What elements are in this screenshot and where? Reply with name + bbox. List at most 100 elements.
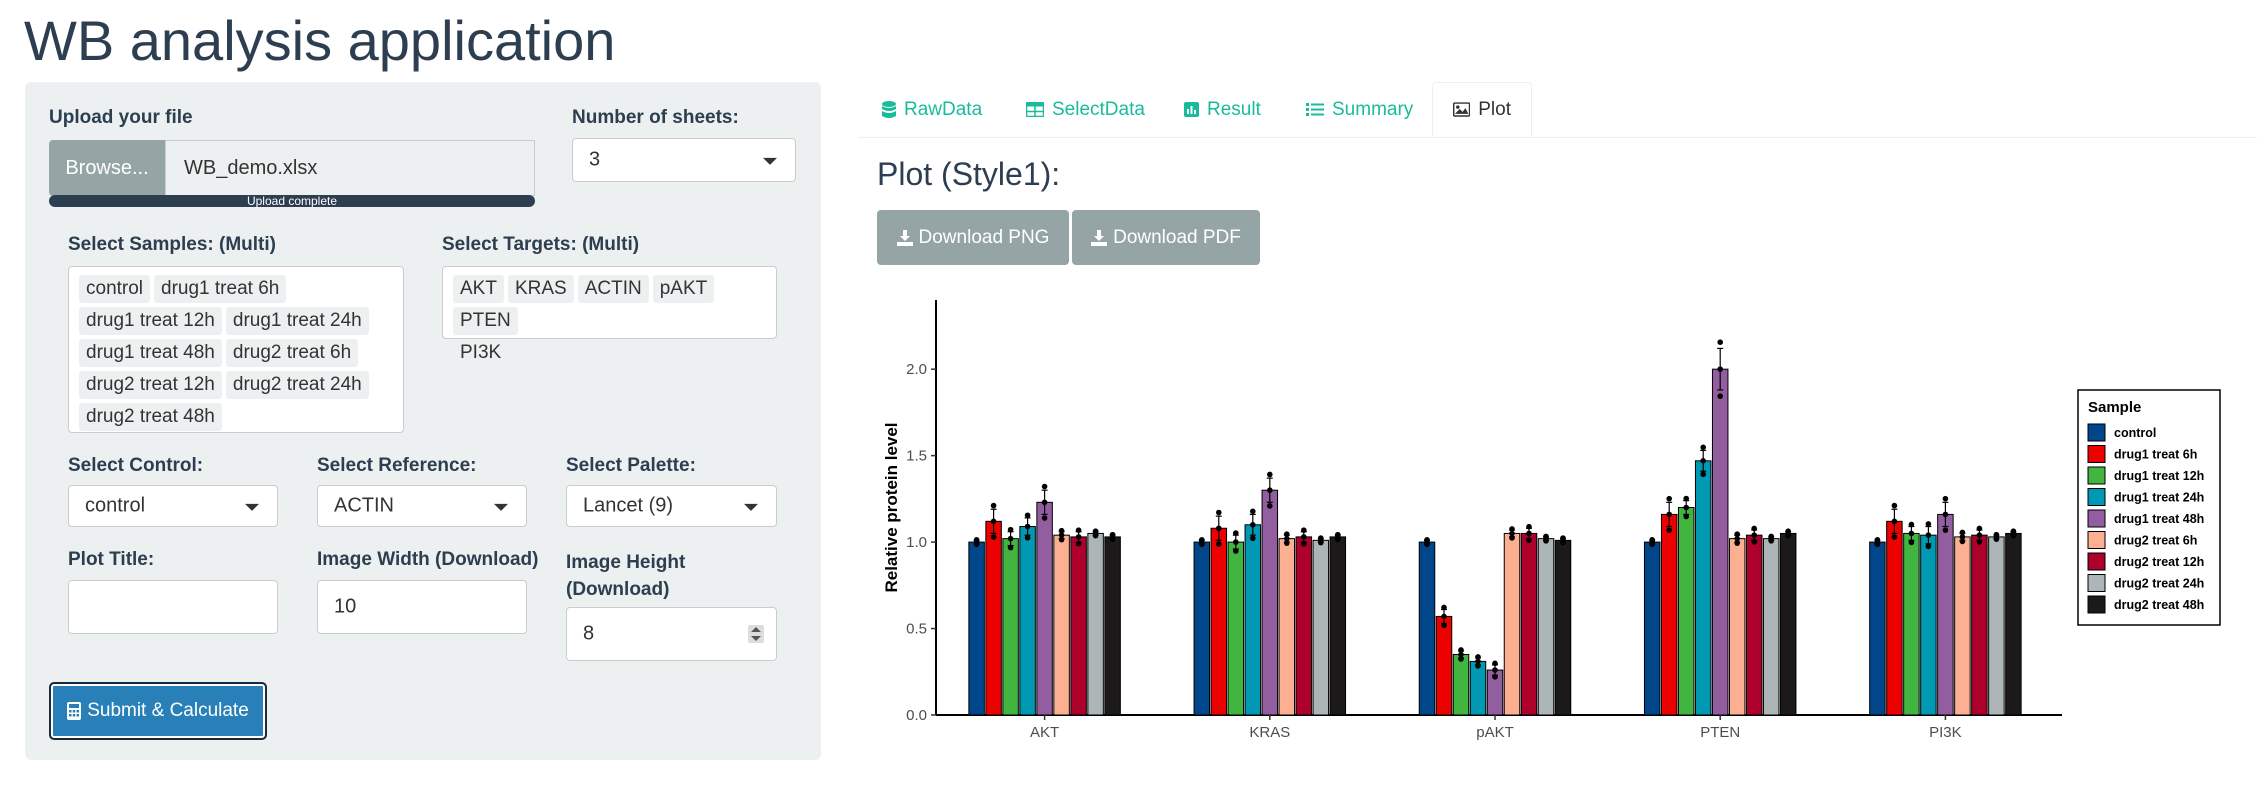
data-point: [1959, 534, 1966, 540]
data-point: [1216, 541, 1222, 547]
sample-tag[interactable]: drug2 treat 12h: [79, 371, 222, 399]
sample-tag[interactable]: control: [79, 275, 151, 303]
data-point: [1509, 530, 1515, 537]
data-point: [1666, 527, 1672, 533]
data-point: [1976, 539, 1983, 545]
bar: [1036, 501, 1053, 716]
tab-selectdata[interactable]: SelectData: [1026, 82, 1145, 137]
data-point: [1475, 654, 1481, 660]
data-point: [1284, 540, 1290, 546]
data-point: [1768, 538, 1774, 544]
download-pdf-button[interactable]: Download PDF: [1072, 210, 1260, 265]
targets-multiselect[interactable]: AKT KRAS ACTIN pAKT PTEN PI3K: [442, 266, 777, 367]
data-point: [2010, 532, 2017, 539]
tab-summary[interactable]: Summary: [1306, 82, 1413, 137]
data-point: [1700, 444, 1706, 451]
data-point: [1976, 525, 1983, 532]
sheets-select[interactable]: 3: [572, 138, 796, 182]
data-point: [1785, 532, 1791, 539]
sample-tag[interactable]: drug1 treat 48h: [79, 339, 222, 367]
data-point: [1424, 541, 1430, 548]
bar: [1660, 513, 1678, 716]
browse-button[interactable]: Browse...: [49, 140, 165, 196]
legend-label: drug2 treat 6h: [2114, 534, 2197, 548]
legend-swatch: [2087, 552, 2106, 571]
number-spinner-icon[interactable]: [748, 625, 764, 643]
plot-title-label: Plot Title:: [68, 549, 155, 570]
plot-title-input[interactable]: [68, 580, 278, 634]
data-point: [1908, 539, 1915, 546]
samples-multiselect[interactable]: control drug1 treat 6h drug1 treat 12h dru…: [68, 266, 404, 433]
target-tag[interactable]: AKT: [453, 275, 504, 303]
sample-tag[interactable]: drug2 treat 6h: [225, 339, 359, 367]
download-png-button[interactable]: Download PNG: [877, 210, 1069, 265]
submit-label: Submit & Calculate: [87, 700, 249, 721]
data-point: [990, 534, 997, 540]
tab-result[interactable]: Result: [1184, 82, 1261, 137]
bar: [1312, 539, 1330, 716]
bar: [1954, 536, 1971, 716]
image-width-input[interactable]: 10: [317, 580, 527, 634]
image-height-label-line2: (Download): [566, 579, 670, 600]
data-point: [1492, 673, 1498, 680]
bar: [1227, 541, 1245, 716]
data-point: [1250, 508, 1256, 515]
data-point: [1318, 539, 1324, 546]
download-icon: [1091, 229, 1108, 246]
control-value: control: [85, 494, 146, 517]
target-tag[interactable]: KRAS: [507, 275, 574, 303]
sample-tag[interactable]: drug1 treat 24h: [225, 307, 369, 335]
data-point: [1492, 660, 1498, 667]
target-tag[interactable]: pAKT: [652, 275, 715, 303]
bar: [1694, 460, 1712, 716]
reference-select[interactable]: ACTIN: [317, 485, 527, 527]
data-point: [1891, 518, 1898, 525]
bar: [1329, 536, 1347, 716]
sample-tag[interactable]: drug1 treat 12h: [79, 307, 222, 335]
control-select[interactable]: control: [68, 485, 278, 527]
tab-plot[interactable]: Plot: [1432, 82, 1532, 137]
legend-label: drug1 treat 6h: [2114, 448, 2197, 462]
sample-tag[interactable]: drug2 treat 24h: [225, 371, 369, 399]
tab-rawdata[interactable]: RawData: [882, 82, 982, 137]
filename-field[interactable]: WB_demo.xlsx: [165, 140, 535, 196]
target-tag[interactable]: PTEN: [453, 307, 518, 335]
bar: [1435, 615, 1453, 716]
control-label: Select Control:: [68, 455, 204, 476]
bar: [1019, 526, 1036, 716]
target-tag[interactable]: PI3K: [453, 339, 509, 367]
data-point: [1993, 536, 2000, 542]
sample-tag[interactable]: drug1 treat 6h: [154, 275, 287, 303]
bar: [1452, 653, 1470, 716]
bar: [1295, 536, 1313, 716]
data-point: [1751, 539, 1757, 545]
y-axis-label: Relative protein level: [882, 422, 901, 592]
data-point: [1942, 495, 1949, 502]
download-icon: [896, 229, 913, 246]
y-tick-label: 2.0: [906, 361, 927, 378]
target-tag[interactable]: ACTIN: [577, 275, 649, 303]
data-point: [1475, 658, 1481, 665]
data-point: [1942, 511, 1949, 518]
bar: [1210, 527, 1228, 716]
palette-select[interactable]: Lancet (9): [566, 485, 777, 527]
data-point: [1441, 613, 1447, 620]
data-point: [1700, 458, 1706, 464]
data-point: [1683, 495, 1689, 502]
data-point: [1925, 543, 1932, 550]
image-height-input[interactable]: 8: [566, 607, 777, 661]
legend-swatch: [2087, 466, 2106, 485]
bar: [1261, 489, 1279, 716]
bar: [1988, 536, 2005, 716]
image-height-value: 8: [583, 622, 595, 645]
table-icon: [1026, 102, 1044, 117]
legend-title: Sample: [2088, 399, 2141, 416]
data-point: [1649, 541, 1655, 548]
sample-tag[interactable]: drug2 treat 48h: [79, 403, 222, 431]
y-tick-label: 1.5: [906, 448, 927, 465]
submit-calculate-button[interactable]: Submit & Calculate: [49, 682, 267, 740]
legend-swatch: [2087, 488, 2106, 506]
bar: [985, 520, 1002, 716]
data-point: [1908, 521, 1915, 528]
data-point: [1891, 534, 1898, 540]
